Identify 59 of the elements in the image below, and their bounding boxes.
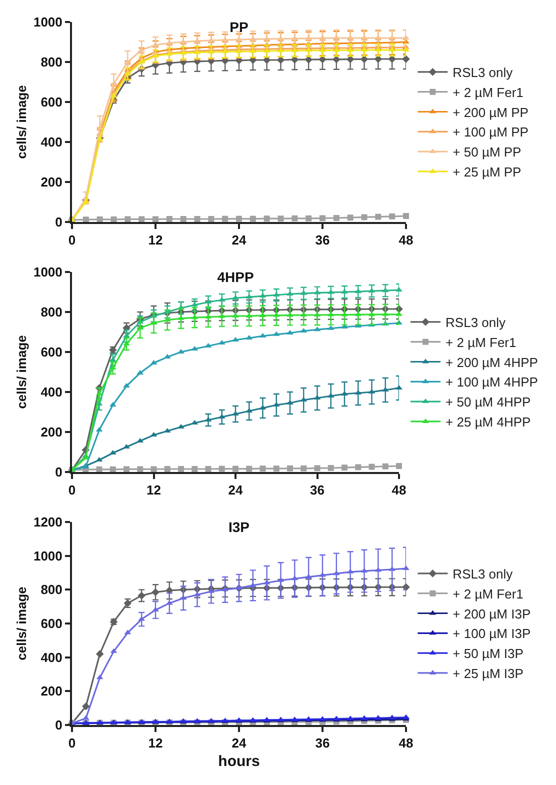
legend-label: + 2 µM Fer1: [446, 334, 516, 350]
x-tick-label: 12: [148, 232, 163, 248]
legend-label: + 200 µM PP: [452, 104, 528, 120]
legend-label: + 50 µM I3P: [452, 646, 524, 662]
legend-label: + 50 µM PP: [452, 144, 522, 160]
x-tick-label: 12: [146, 482, 161, 498]
legend-label: RSL3 only: [446, 315, 506, 330]
y-tick-label: 1000: [33, 14, 62, 30]
x-tick-label: 36: [310, 482, 324, 498]
x-tick-label: 24: [232, 736, 247, 751]
x-tick-label: 36: [315, 736, 330, 751]
x-tick-label: 24: [232, 232, 247, 248]
x-tick-label: 0: [68, 736, 76, 751]
y-tick-label: 0: [55, 214, 62, 230]
y-tick-label: 1000: [33, 548, 62, 564]
y-tick-label: 200: [40, 174, 62, 190]
legend-label: RSL3 only: [452, 566, 514, 582]
y-tick-label: 400: [40, 384, 62, 400]
y-tick-label: 800: [40, 54, 62, 70]
legend-label: + 50 µM 4HPP: [446, 394, 531, 410]
y-tick-label: 1200: [33, 514, 62, 530]
legend-label: + 200 µM 4HPP: [446, 354, 538, 370]
y-tick-label: 0: [55, 464, 62, 480]
x-tick-label: 48: [398, 736, 414, 751]
legend-label: + 2 µM Fer1: [452, 586, 524, 602]
x-tick-label: 36: [315, 232, 330, 248]
chart-title: PP: [230, 18, 248, 35]
x-tick-label: 0: [68, 232, 76, 248]
y-tick-label: 600: [40, 344, 62, 360]
y-tick-label: 800: [40, 304, 62, 320]
y-tick-label: 600: [40, 616, 62, 632]
y-tick-label: 0: [55, 718, 62, 733]
chart-title: 4HPP: [217, 268, 254, 285]
y-tick-label: 200: [40, 684, 62, 699]
legend-label: + 25 µM 4HPP: [446, 414, 531, 430]
x-tick-label: 48: [398, 232, 414, 248]
legend-label: + 100 µM I3P: [452, 626, 531, 642]
legend-label: + 2 µM Fer1: [452, 84, 524, 100]
legend-label: + 25 µM I3P: [452, 666, 524, 682]
legend-label: + 200 µM I3P: [452, 606, 531, 622]
y-tick-label: 400: [40, 134, 62, 150]
y-tick-label: 200: [40, 424, 62, 440]
y-tick-label: 400: [40, 650, 62, 665]
chart-title: I3P: [228, 518, 250, 535]
x-tick-label: 24: [228, 482, 244, 498]
y-axis-title: cells/ image: [14, 586, 29, 660]
x-tick-label: 48: [392, 482, 406, 498]
y-axis-title: cells/ image: [14, 335, 29, 409]
y-tick-label: 800: [40, 582, 62, 598]
legend-label: + 100 µM PP: [452, 124, 528, 140]
x-tick-label: 12: [148, 736, 163, 751]
legend-label: RSL3 only: [452, 65, 514, 80]
x-tick-label: 0: [68, 482, 76, 498]
y-tick-label: 600: [40, 94, 62, 110]
x-axis-title: hours: [218, 753, 260, 770]
y-axis-title: cells/ image: [14, 85, 29, 159]
y-tick-label: 1000: [33, 264, 62, 280]
legend-label: + 25 µM PP: [452, 164, 522, 180]
legend-label: + 100 µM 4HPP: [446, 374, 538, 390]
